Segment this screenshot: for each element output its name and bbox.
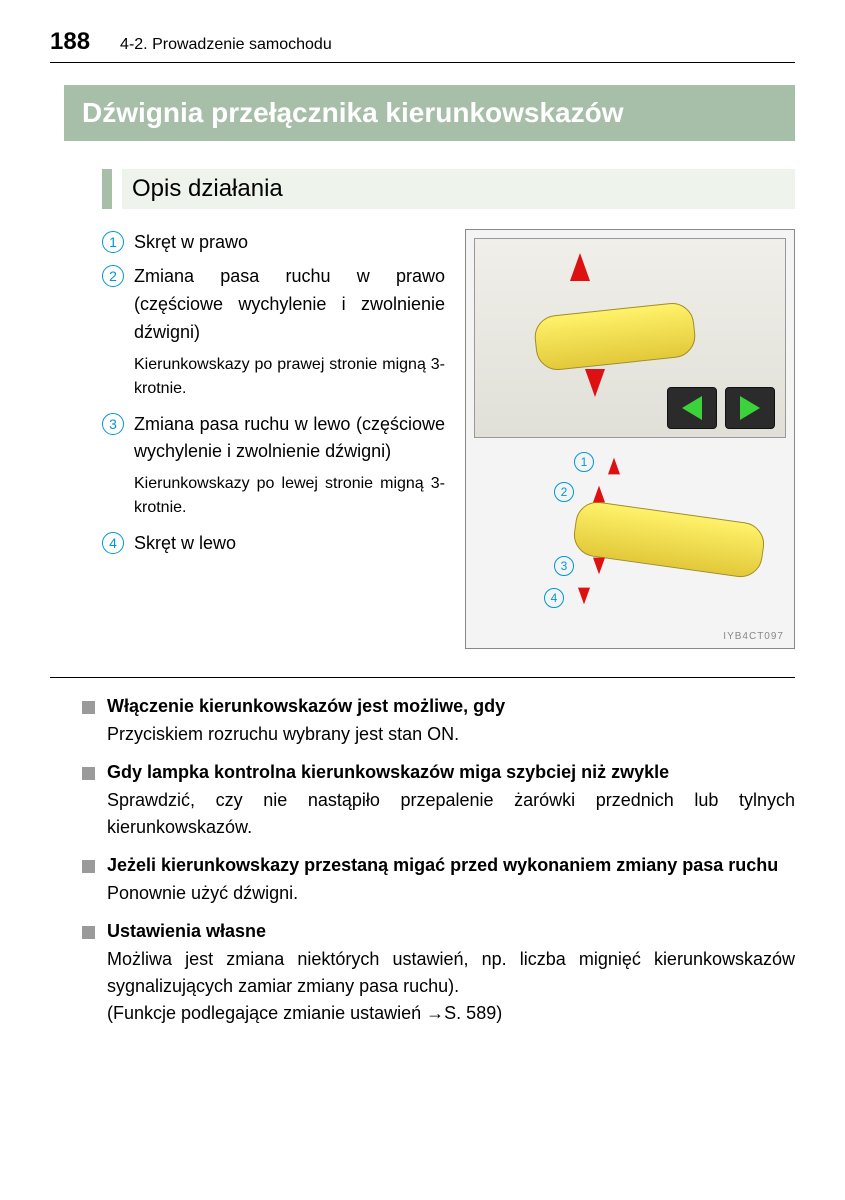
image-reference-code: IYB4CT097 <box>723 631 784 642</box>
note-heading: Jeżeli kierunkowskazy przestaną migać pr… <box>107 855 778 876</box>
note-heading: Gdy lampka kontrolna kierunkowskazów mig… <box>107 762 669 783</box>
section-heading-text: Opis działania <box>122 169 795 209</box>
chapter-reference: 4-2. Prowadzenie samochodu <box>120 36 332 54</box>
circled-number-icon: 4 <box>102 532 124 554</box>
callout-number-icon: 4 <box>544 588 564 608</box>
numbered-list: 1 Skręt w prawo 2 Zmiana pasa ruchu w pr… <box>102 229 449 649</box>
page-header: 188 4-2. Prowadzenie samochodu <box>50 28 795 63</box>
callout-number-icon: 1 <box>574 452 594 472</box>
illustration-bottom-panel: 1 2 3 4 <box>474 452 786 622</box>
up-arrow-icon <box>608 458 620 475</box>
callout-number-icon: 2 <box>554 482 574 502</box>
horizontal-divider <box>50 677 795 678</box>
turn-signal-stalk-icon <box>533 301 698 372</box>
note-heading: Ustawienia własne <box>107 921 266 942</box>
note-body: Sprawdzić, czy nie nastąpiło przepalenie… <box>107 787 795 841</box>
indicator-left-icon <box>667 387 717 429</box>
page-number: 188 <box>50 28 90 56</box>
down-arrow-icon <box>593 558 605 575</box>
section-heading: Opis działania <box>102 169 795 209</box>
item-text: Skręt w lewo <box>134 530 236 558</box>
section-heading-accent <box>102 169 112 209</box>
stalk-illustration: 1 2 3 4 IYB4CT097 <box>465 229 795 649</box>
list-item: 1 Skręt w prawo <box>102 229 445 257</box>
green-left-arrow-icon <box>682 396 702 420</box>
indicator-right-icon <box>725 387 775 429</box>
square-bullet-icon <box>82 926 95 939</box>
note-item: Ustawienia własne Możliwa jest zmiana ni… <box>82 921 795 1027</box>
down-arrow-icon <box>578 588 590 605</box>
square-bullet-icon <box>82 701 95 714</box>
item-text: Skręt w prawo <box>134 229 248 257</box>
note-body: Ponownie użyć dźwigni. <box>107 880 795 907</box>
note-body: Przyciskiem rozruchu wybrany jest stan O… <box>107 721 795 748</box>
circled-number-icon: 1 <box>102 231 124 253</box>
up-arrow-icon <box>593 486 605 503</box>
note-item: Włączenie kierunkowskazów jest możliwe, … <box>82 696 795 748</box>
page: 188 4-2. Prowadzenie samochodu Dźwignia … <box>0 0 845 1027</box>
main-title: Dźwignia przełącznika kierunkowskazów <box>64 85 795 141</box>
circled-number-icon: 3 <box>102 413 124 435</box>
down-arrow-icon <box>585 369 605 397</box>
item-text: Zmiana pasa ruchu w lewo (częściowe wych… <box>134 411 445 467</box>
list-item: 3 Zmiana pasa ruchu w lewo (częściowe wy… <box>102 411 445 467</box>
note-item: Gdy lampka kontrolna kierunkowskazów mig… <box>82 762 795 841</box>
notes-block: Włączenie kierunkowskazów jest możliwe, … <box>82 696 795 1027</box>
item-subtext: Kierunkowskazy po lewej stronie migną 3-… <box>134 472 445 520</box>
illustration-column: 1 2 3 4 IYB4CT097 <box>465 229 795 649</box>
item-text: Zmiana pasa ruchu w prawo (częściowe wyc… <box>134 263 445 347</box>
content-columns: 1 Skręt w prawo 2 Zmiana pasa ruchu w pr… <box>102 229 795 649</box>
note-body: Możliwa jest zmiana niektórych ustawień,… <box>107 946 795 1027</box>
up-arrow-icon <box>570 253 590 281</box>
callout-number-icon: 3 <box>554 556 574 576</box>
note-item: Jeżeli kierunkowskazy przestaną migać pr… <box>82 855 795 907</box>
illustration-top-panel <box>474 238 786 438</box>
item-subtext: Kierunkowskazy po prawej stronie migną 3… <box>134 353 445 401</box>
square-bullet-icon <box>82 767 95 780</box>
square-bullet-icon <box>82 860 95 873</box>
list-item: 4 Skręt w lewo <box>102 530 445 558</box>
note-heading: Włączenie kierunkowskazów jest możliwe, … <box>107 696 505 717</box>
list-item: 2 Zmiana pasa ruchu w prawo (częściowe w… <box>102 263 445 347</box>
green-right-arrow-icon <box>740 396 760 420</box>
circled-number-icon: 2 <box>102 265 124 287</box>
